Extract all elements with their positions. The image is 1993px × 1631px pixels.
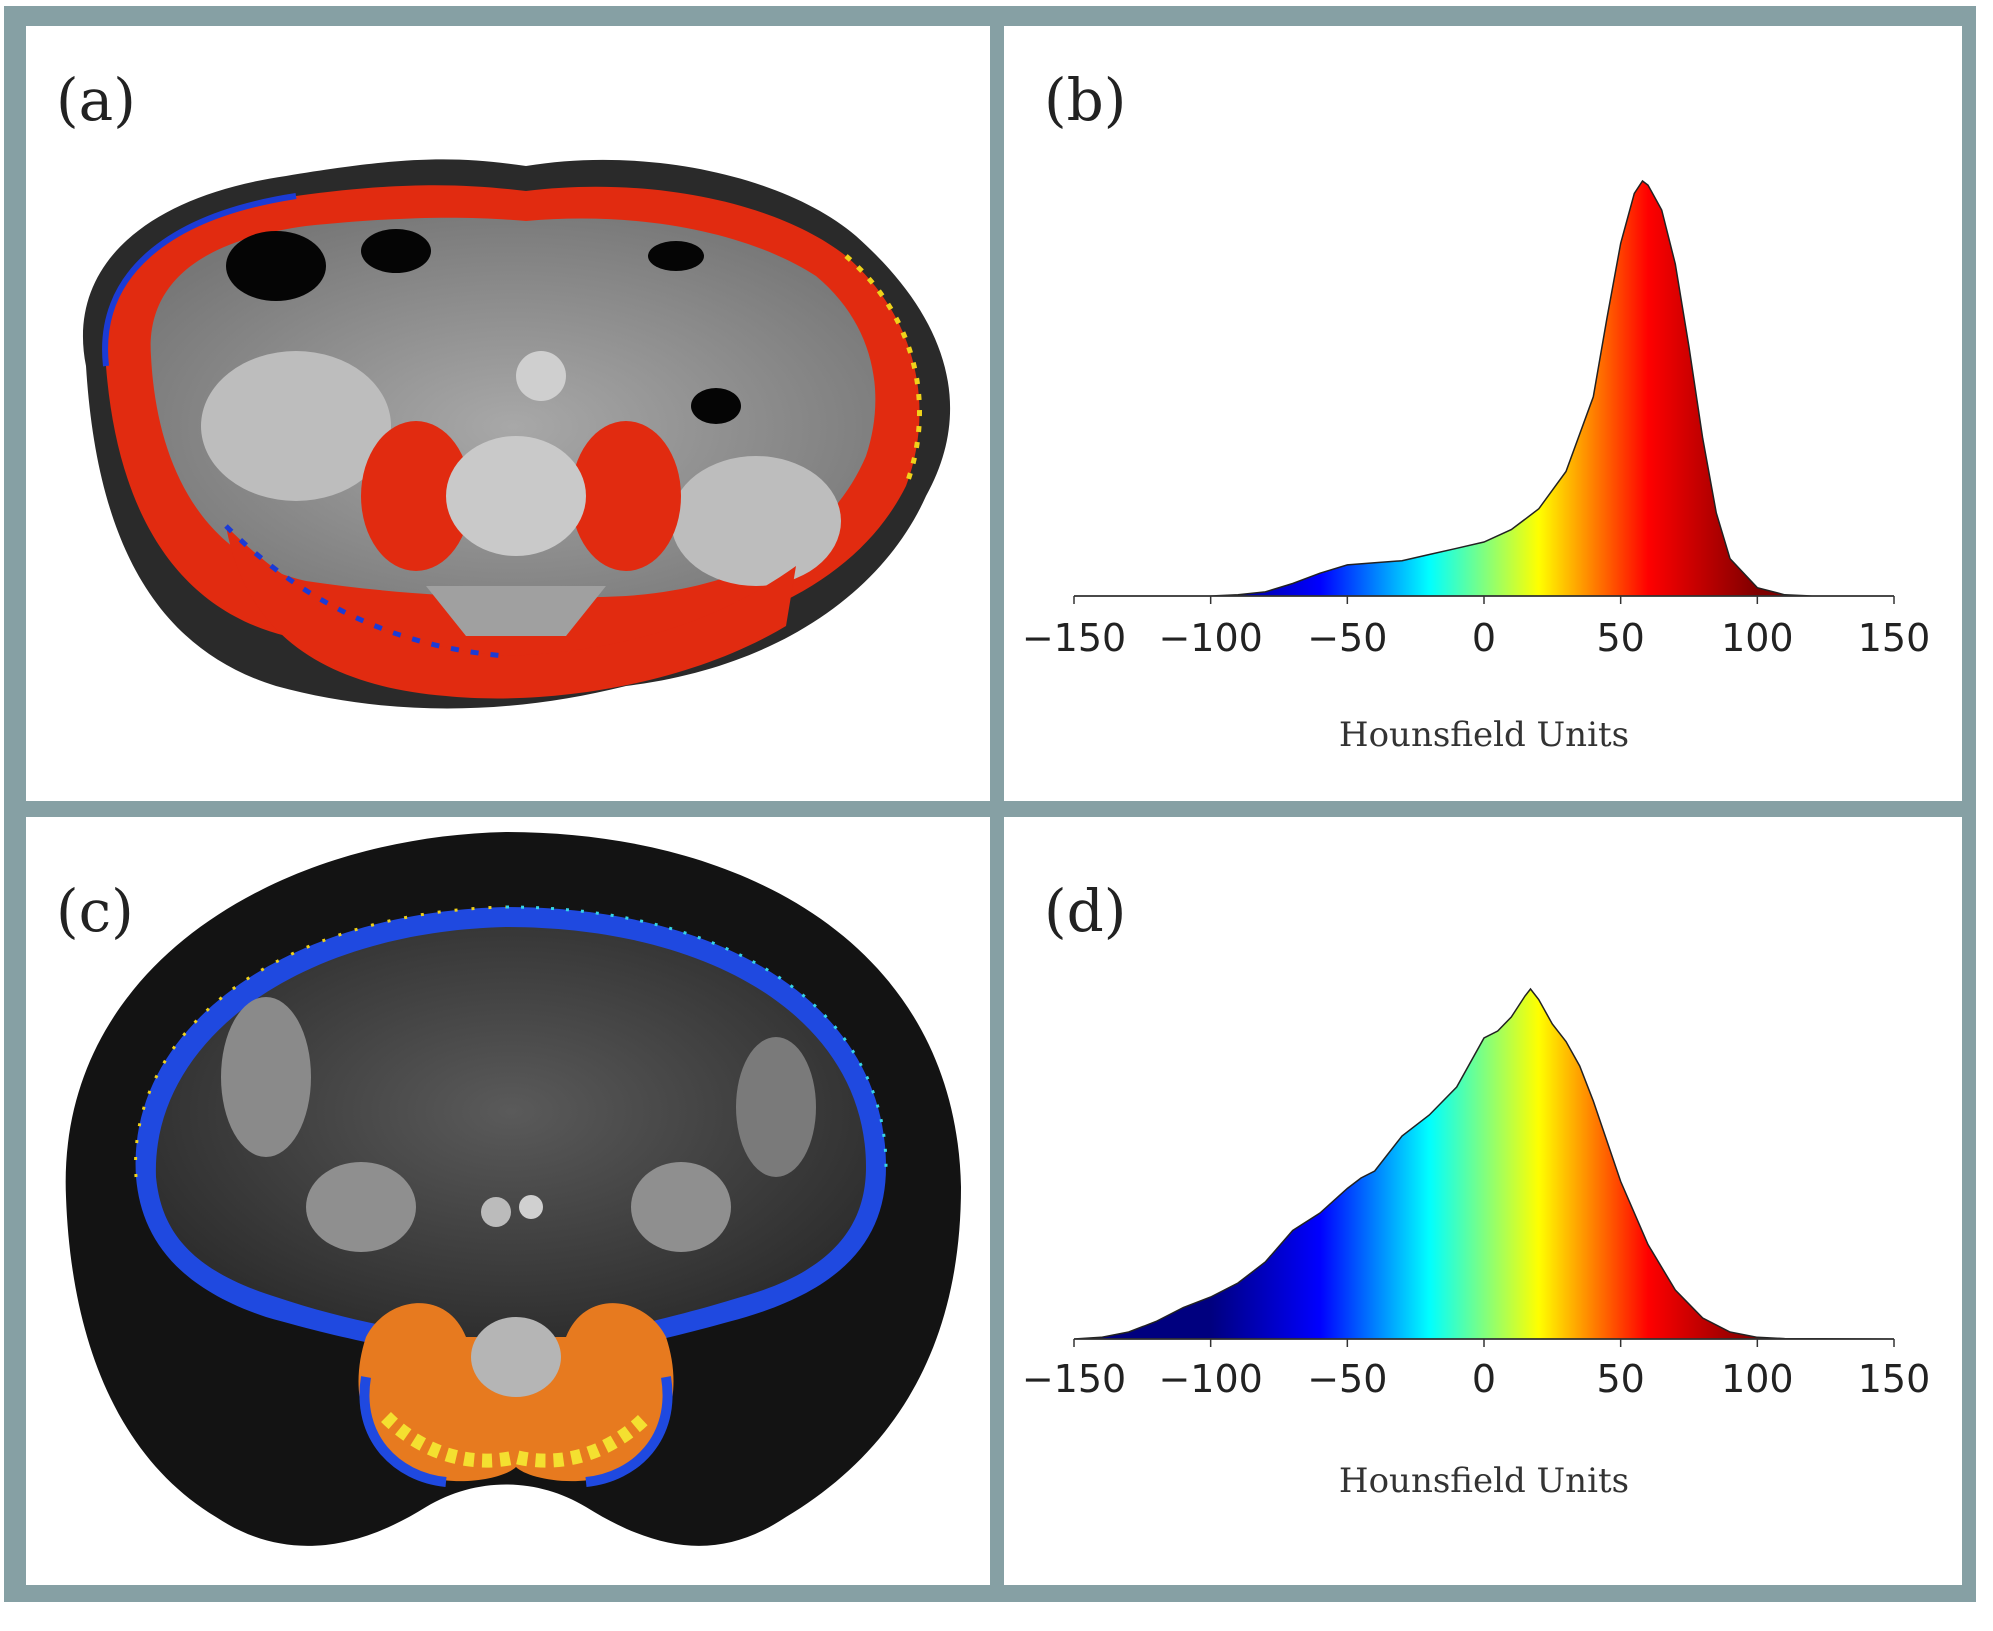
- figure-frame: (a) (b) −150 −100 −50 0 50 100 150 Hounsfield U…: [4, 6, 1976, 1602]
- density-area-b: [1074, 179, 1894, 597]
- x-tick-label-d: −100: [1158, 1357, 1262, 1401]
- density-area-d: [1073, 987, 1895, 1340]
- panel-a-ct-image: (a): [26, 26, 990, 801]
- x-axis-label-d: Hounsfield Units: [1339, 1461, 1629, 1501]
- x-tick-label-d: 50: [1596, 1357, 1644, 1401]
- x-tick-label-b: −50: [1307, 616, 1387, 660]
- x-tick-label-b: 0: [1472, 616, 1496, 660]
- histogram-b: −150 −100 −50 0 50 100 150 Hounsfield Units: [1022, 179, 1931, 755]
- panel-label-a: (a): [56, 66, 136, 134]
- panel-label-d: (d): [1044, 877, 1127, 945]
- x-tick-label-d: −50: [1307, 1357, 1387, 1401]
- x-tick-label-b: 100: [1721, 616, 1794, 660]
- panel-label-c: (c): [56, 877, 134, 945]
- x-tick-label-b: 50: [1596, 616, 1644, 660]
- x-tick-label-b: −150: [1022, 616, 1126, 660]
- right-kidney-a: [671, 456, 841, 586]
- panel-b-histogram: (b) −150 −100 −50 0 50 100 150 Hounsfield Units: [1004, 26, 1962, 801]
- ct-slice-c: [65, 832, 961, 1546]
- x-tick-label-b: 150: [1858, 616, 1931, 660]
- paraspinal-muscles-a: [226, 526, 796, 699]
- x-tick-label-d: 0: [1472, 1357, 1496, 1401]
- x-tick-label-d: 150: [1858, 1357, 1931, 1401]
- left-kidney-a: [201, 351, 391, 501]
- panel-label-b: (b): [1044, 66, 1127, 134]
- x-axis-label-b: Hounsfield Units: [1339, 715, 1629, 755]
- x-tick-label-d: 100: [1721, 1357, 1794, 1401]
- panel-c-ct-image: (c): [26, 817, 990, 1585]
- x-tick-label-d: −150: [1022, 1357, 1126, 1401]
- histogram-d: −150 −100 −50 0 50 100 150 Hounsfield Units: [1022, 987, 1931, 1501]
- ct-slice-a: [82, 159, 951, 709]
- vertebra-a: [446, 436, 586, 556]
- vertebra-c: [471, 1317, 561, 1397]
- panel-d-histogram: (d) −150 −100 −50 0 50 100 150 Hounsfield Units: [1004, 817, 1962, 1585]
- x-tick-label-b: −100: [1158, 616, 1262, 660]
